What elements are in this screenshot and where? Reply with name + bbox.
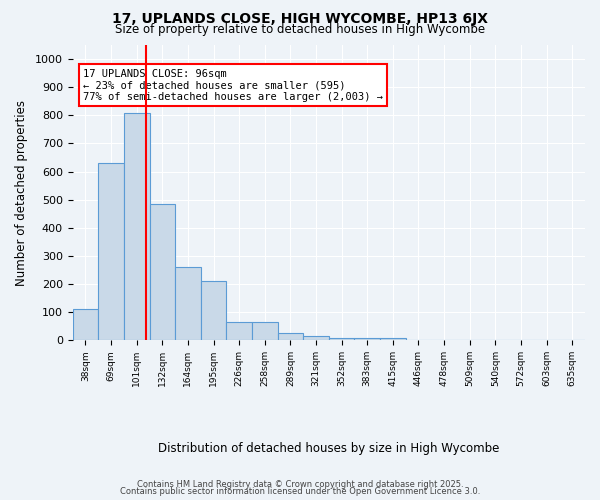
X-axis label: Distribution of detached houses by size in High Wycombe: Distribution of detached houses by size … bbox=[158, 442, 500, 455]
Bar bbox=[252, 322, 278, 340]
Text: 17, UPLANDS CLOSE, HIGH WYCOMBE, HP13 6JX: 17, UPLANDS CLOSE, HIGH WYCOMBE, HP13 6J… bbox=[112, 12, 488, 26]
Bar bbox=[175, 267, 201, 340]
Bar bbox=[355, 338, 380, 340]
Bar bbox=[329, 338, 355, 340]
Text: Contains public sector information licensed under the Open Government Licence 3.: Contains public sector information licen… bbox=[120, 487, 480, 496]
Bar bbox=[303, 336, 329, 340]
Y-axis label: Number of detached properties: Number of detached properties bbox=[15, 100, 28, 286]
Text: Size of property relative to detached houses in High Wycombe: Size of property relative to detached ho… bbox=[115, 22, 485, 36]
Bar bbox=[201, 282, 226, 341]
Bar bbox=[278, 334, 303, 340]
Bar bbox=[124, 112, 149, 340]
Bar bbox=[226, 322, 252, 340]
Bar bbox=[149, 204, 175, 340]
Bar bbox=[73, 310, 98, 340]
Bar bbox=[380, 338, 406, 340]
Bar bbox=[98, 163, 124, 340]
Text: Contains HM Land Registry data © Crown copyright and database right 2025.: Contains HM Land Registry data © Crown c… bbox=[137, 480, 463, 489]
Text: 17 UPLANDS CLOSE: 96sqm
← 23% of detached houses are smaller (595)
77% of semi-d: 17 UPLANDS CLOSE: 96sqm ← 23% of detache… bbox=[83, 68, 383, 102]
